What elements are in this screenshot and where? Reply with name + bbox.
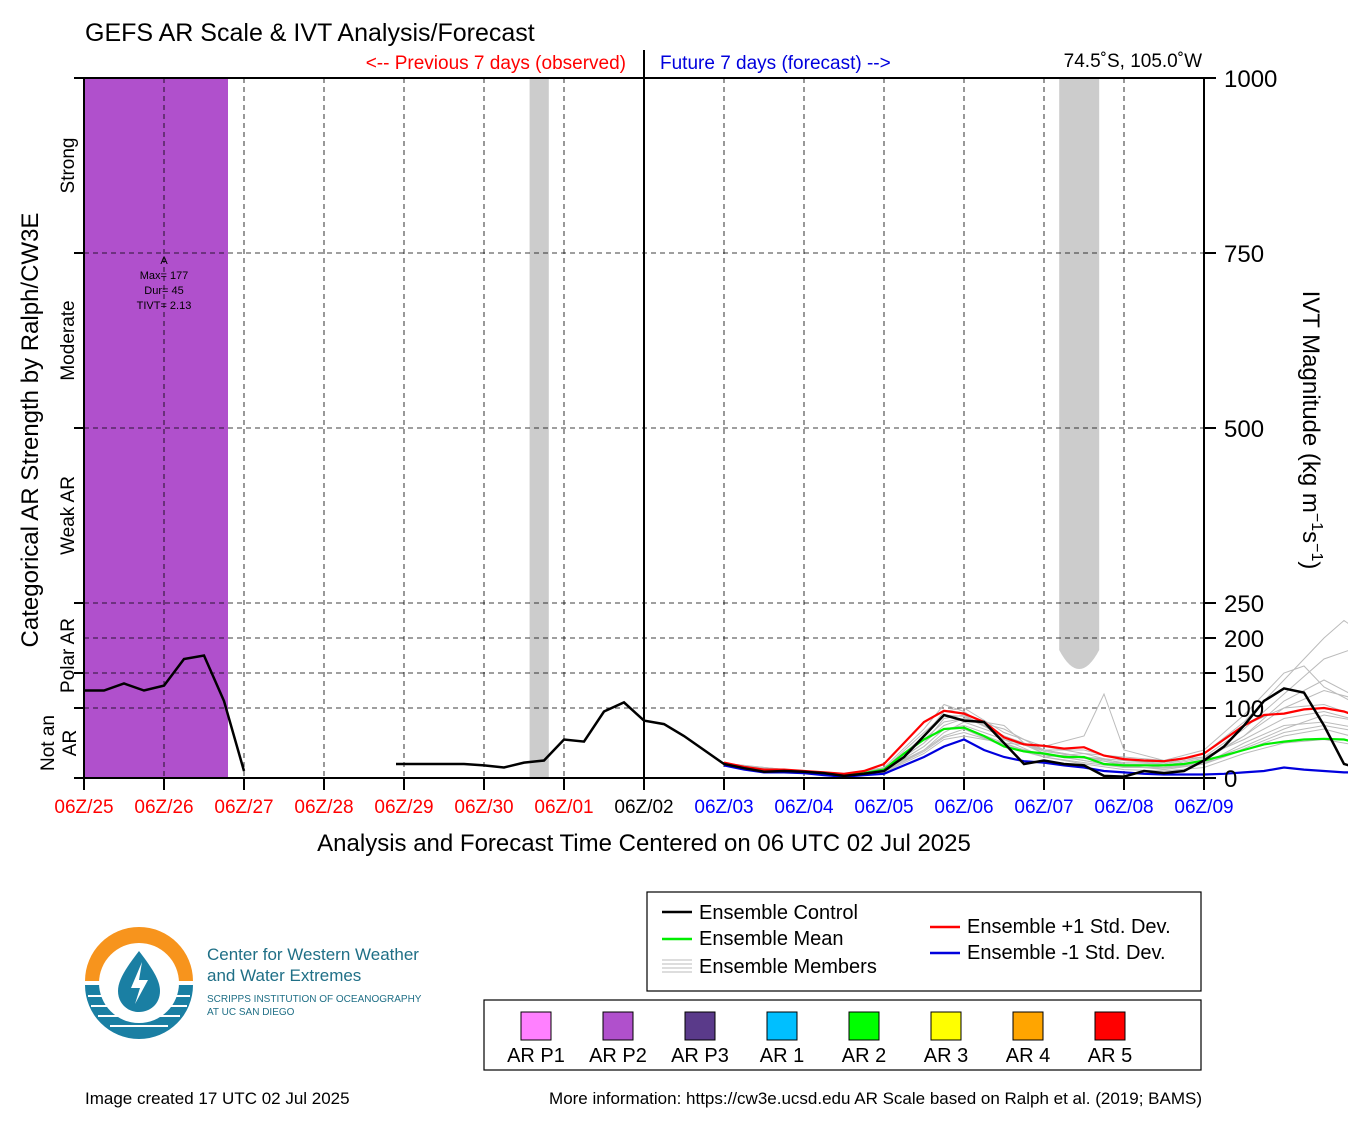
legend-label-plus-std: Ensemble +1 Std. Dev. xyxy=(967,916,1171,938)
y-tick-label: 500 xyxy=(1224,416,1264,443)
legend-label-mean: Ensemble Mean xyxy=(699,928,844,950)
ensemble-member-line xyxy=(723,728,1348,775)
axis-text: A Max= 177 Dur= 45 TIVT= 2.13 Strong Moderate… xyxy=(38,66,1277,818)
ar-event-annotation-line: A xyxy=(160,255,168,267)
category-label: Not an xyxy=(38,715,59,771)
series-line-ensemble-control xyxy=(84,654,246,772)
series-legend: Ensemble Control Ensemble Mean Ensemble … xyxy=(646,891,1202,992)
x-tick-label: 06Z/05 xyxy=(854,797,913,818)
footer-created: Image created 17 UTC 02 Jul 2025 xyxy=(85,1089,350,1108)
ar-scale-swatch xyxy=(766,1011,798,1041)
legend-label-members: Ensemble Members xyxy=(699,956,877,978)
series-line-ensemble-control xyxy=(396,687,1348,778)
y-axis-label-left: Categorical AR Strength by Ralph/CW3E xyxy=(17,213,44,648)
location-label: 74.5˚S, 105.0˚W xyxy=(1064,51,1202,72)
ar-scale-label: AR 4 xyxy=(1006,1045,1050,1067)
ar-scale-label: AR 5 xyxy=(1088,1045,1132,1067)
x-tick-label: 06Z/29 xyxy=(374,797,433,818)
x-tick-label: 06Z/30 xyxy=(454,797,513,818)
x-tick-label: 06Z/03 xyxy=(694,797,753,818)
ar-scale-swatch xyxy=(848,1011,880,1041)
ar-scale-swatch xyxy=(1012,1011,1044,1041)
ar-scale-label: AR P1 xyxy=(507,1045,565,1067)
x-tick-label: 06Z/02 xyxy=(614,797,673,818)
category-label: Moderate xyxy=(58,300,79,380)
category-label: Polar AR xyxy=(58,618,79,693)
x-tick-label: 06Z/26 xyxy=(134,797,193,818)
logo-line-3: SCRIPPS INSTITUTION OF OCEANOGRAPHY xyxy=(207,994,422,1005)
chart-title: GEFS AR Scale & IVT Analysis/Forecast xyxy=(85,19,535,47)
x-tick-label: 06Z/28 xyxy=(294,797,353,818)
y-tick-label: 100 xyxy=(1224,696,1264,723)
ar-event-annotation-line: TIVT= 2.13 xyxy=(137,300,192,312)
y-tick-label: 200 xyxy=(1224,626,1264,653)
series-lines xyxy=(84,654,1348,778)
ensemble-member-line xyxy=(723,692,1348,776)
ar-scale-label: AR 2 xyxy=(842,1045,886,1067)
ar-scale-swatch xyxy=(520,1011,552,1041)
ar-scale-label: AR P3 xyxy=(671,1045,729,1067)
ar-scale-swatch xyxy=(602,1011,634,1041)
future-period-label: Future 7 days (forecast) --> xyxy=(660,53,891,74)
ar-scale-swatch xyxy=(1094,1011,1126,1041)
logo-line-4: AT UC SAN DIEGO xyxy=(207,1007,295,1018)
category-label: Strong xyxy=(58,138,79,194)
x-tick-label: 06Z/08 xyxy=(1094,797,1153,818)
ar-event-annotation-line: Dur= 45 xyxy=(144,285,183,297)
ar-scale-label: AR 3 xyxy=(924,1045,968,1067)
lightning-icon xyxy=(131,962,148,1004)
x-tick-label: 06Z/25 xyxy=(54,797,113,818)
x-tick-label: 06Z/07 xyxy=(1014,797,1073,818)
legend-swatch-members xyxy=(662,959,692,973)
footer-more-info: More information: https://cw3e.ucsd.edu … xyxy=(549,1089,1202,1108)
ar-event-annotation-line: Max= 177 xyxy=(140,270,189,282)
x-tick-label: 06Z/27 xyxy=(214,797,273,818)
y-tick-label: 0 xyxy=(1224,766,1237,793)
series-line-ensemble-1-std-dev- xyxy=(723,706,1348,775)
axes xyxy=(74,50,1216,790)
logo-line-1: Center for Western Weather xyxy=(207,945,419,964)
y-tick-label: 150 xyxy=(1224,661,1264,688)
x-tick-label: 06Z/01 xyxy=(534,797,593,818)
y-axis-label-right: IVT Magnitude (kg m−1s−1) xyxy=(1297,291,1325,570)
legend-label-control: Ensemble Control xyxy=(699,902,858,924)
ar-scale-label: AR P2 xyxy=(589,1045,647,1067)
x-tick-label: 06Z/04 xyxy=(774,797,834,818)
cw3e-logo: Center for Western Weather and Water Ext… xyxy=(85,927,422,1039)
ensemble-member-line xyxy=(723,724,1348,777)
category-label: Weak AR xyxy=(58,476,79,555)
x-axis-label: Analysis and Forecast Time Centered on 0… xyxy=(317,830,971,857)
y-tick-label: 750 xyxy=(1224,241,1264,268)
y-tick-label: 250 xyxy=(1224,591,1264,618)
ar-scale-swatch xyxy=(684,1011,716,1041)
legend-label-minus-std: Ensemble -1 Std. Dev. xyxy=(967,942,1166,964)
previous-period-label: <-- Previous 7 days (observed) xyxy=(366,53,626,74)
x-tick-label: 06Z/09 xyxy=(1174,797,1233,818)
logo-line-2: and Water Extremes xyxy=(207,966,361,985)
ar-scale-label: AR 1 xyxy=(760,1045,804,1067)
x-tick-label: 06Z/06 xyxy=(934,797,993,818)
y-tick-label: 1000 xyxy=(1224,66,1277,93)
ar-scale-swatch xyxy=(930,1011,962,1041)
series-line-ensemble-mean xyxy=(723,726,1348,777)
ar-scale-legend: AR P1 AR P2 AR P3 AR 1 AR 2 AR 3 AR 4 AR 5 xyxy=(483,999,1202,1071)
gray-band xyxy=(1059,78,1100,669)
category-label: AR xyxy=(60,730,81,756)
